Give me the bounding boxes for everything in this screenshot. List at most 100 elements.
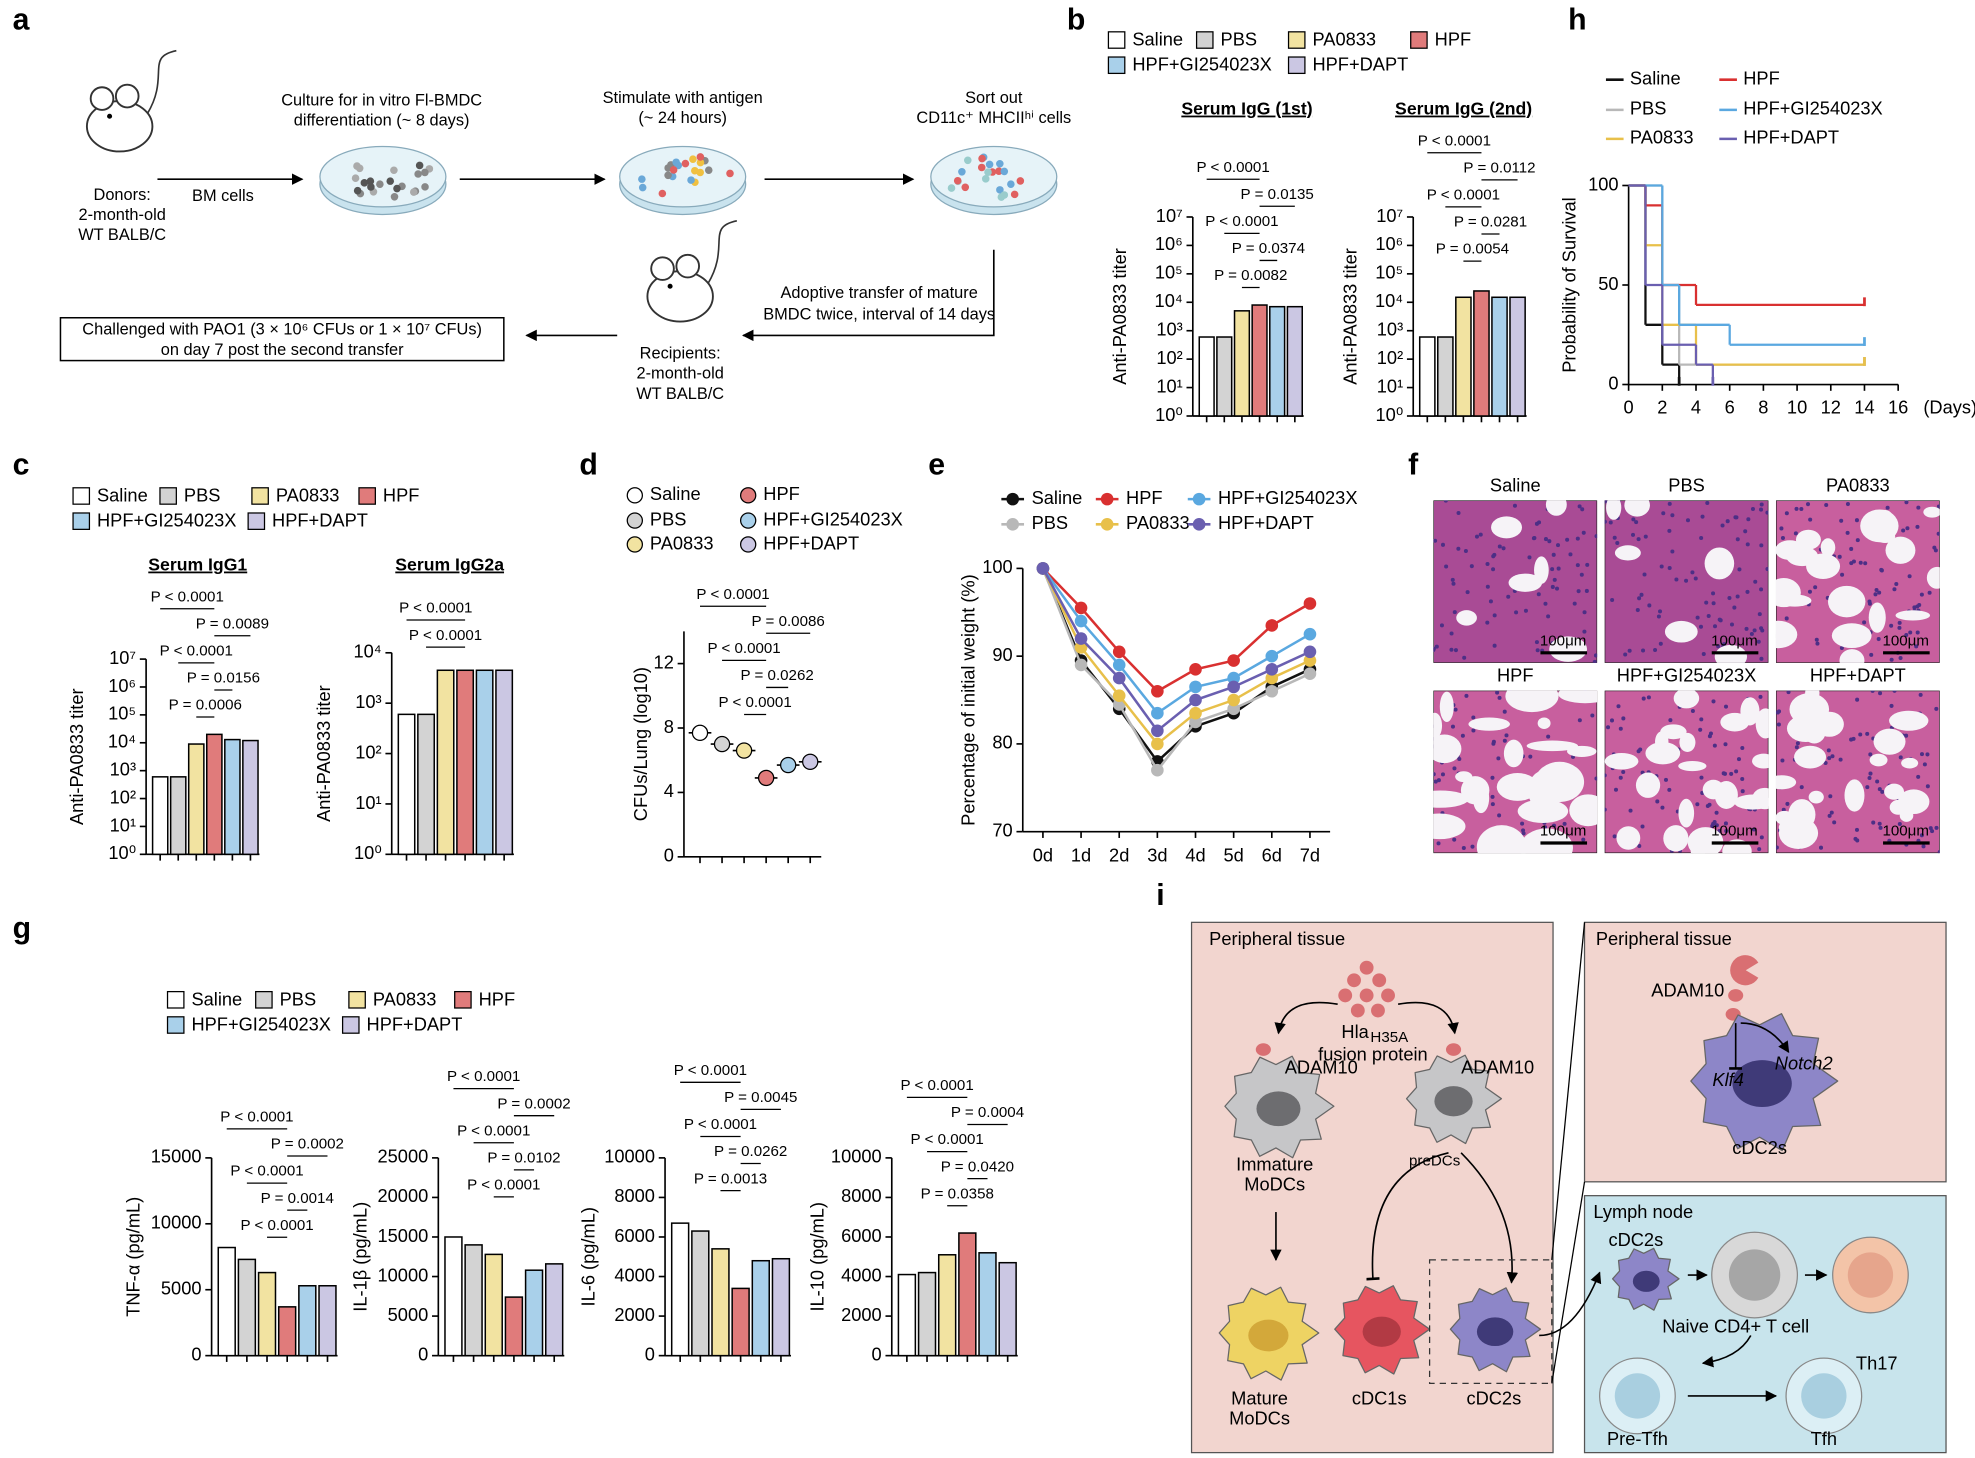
y-tick-label: 10³ — [1377, 319, 1403, 340]
legend-swatch — [1100, 492, 1114, 506]
p-value: P < 0.0001 — [399, 600, 472, 617]
nucleus — [1714, 823, 1719, 828]
cell-dot — [672, 158, 680, 167]
legend-swatch — [1192, 492, 1206, 506]
label: ADAM10 — [1285, 1056, 1358, 1077]
y-axis-title: IL-1β (pg/mL) — [349, 1202, 370, 1312]
label: Notch2 — [1775, 1053, 1833, 1074]
nucleus — [1855, 697, 1860, 702]
cell-dot — [367, 183, 375, 191]
alveolus — [1606, 500, 1622, 520]
nucleus — [1858, 560, 1863, 565]
y-tick-label: 10⁵ — [1155, 262, 1183, 283]
nucleus — [1705, 500, 1710, 505]
label: Mature — [1231, 1388, 1288, 1409]
nucleus — [1552, 823, 1557, 828]
y-axis-title: CFUs/Lung (log10) — [630, 667, 651, 821]
nucleus — [1647, 603, 1652, 608]
nucleus — [1877, 787, 1882, 792]
dot — [691, 724, 709, 742]
y-tick-label: 8000 — [841, 1185, 882, 1206]
legend-swatch — [72, 512, 91, 530]
nucleus — [1693, 576, 1698, 581]
nucleus — [1740, 745, 1745, 751]
bar — [444, 1236, 463, 1357]
histology-image — [1604, 500, 1769, 663]
nucleus — [1779, 526, 1784, 531]
x-tick-label: 3d — [1147, 845, 1167, 866]
nucleus — [1451, 581, 1456, 586]
nucleus — [1867, 599, 1872, 604]
point — [1151, 684, 1164, 698]
cell-dot — [390, 166, 398, 175]
alveolus — [1808, 790, 1824, 804]
step-text: 2-month-old — [79, 206, 166, 224]
box-title: Lymph node — [1593, 1201, 1693, 1222]
x-tick-label: 7d — [1300, 845, 1320, 866]
cell-dot — [704, 166, 713, 174]
bar — [1491, 296, 1508, 417]
nucleus — [1727, 596, 1732, 601]
nucleus — [1663, 777, 1668, 782]
mouse-ear — [675, 253, 701, 279]
point — [1227, 693, 1240, 707]
step-text: on day 7 post the second transfer — [161, 341, 404, 359]
nucleus — [1845, 530, 1850, 535]
nucleus — [1873, 592, 1878, 597]
nucleus — [1504, 733, 1509, 738]
p-value: P < 0.0001 — [684, 1116, 757, 1133]
protein — [1381, 988, 1395, 1003]
nucleus — [1807, 589, 1812, 594]
dot — [779, 756, 797, 774]
nucleus — [1749, 631, 1754, 636]
alveolus — [1508, 573, 1543, 592]
y-tick-label: 10⁵ — [1375, 262, 1403, 283]
y-tick-label: 4 — [664, 780, 674, 801]
nucleus — [1658, 641, 1663, 646]
point — [1189, 693, 1202, 707]
alveolus — [1534, 556, 1549, 584]
x-tick-label: 5d — [1223, 845, 1243, 866]
nucleus — [1514, 610, 1519, 615]
nucleus — [1630, 532, 1636, 537]
nucleus — [1638, 747, 1643, 752]
legend-label: PBS — [1630, 98, 1667, 119]
nucleus — [1735, 537, 1740, 542]
alveolus — [1839, 649, 1865, 663]
nucleus — [1722, 771, 1728, 776]
nucleus — [1582, 610, 1587, 615]
legend-label: HPF — [1126, 487, 1163, 508]
label: fusion protein — [1318, 1044, 1428, 1065]
legend-swatch — [1410, 31, 1428, 49]
cell-dot — [390, 193, 399, 201]
mouse-tail — [707, 219, 738, 285]
cell-dot — [953, 176, 962, 185]
nucleus — [1707, 734, 1712, 739]
bar — [237, 1258, 257, 1357]
p-value: P < 0.0001 — [447, 1068, 520, 1085]
alveolus — [1433, 734, 1462, 764]
y-tick-label: 10³ — [355, 691, 381, 712]
nucleus — [1501, 546, 1506, 551]
nucleus — [1631, 517, 1636, 522]
bar — [504, 1296, 524, 1357]
legend-label: PBS — [1032, 512, 1069, 533]
bar — [544, 1263, 564, 1357]
dot — [757, 769, 775, 787]
y-tick-label: 15000 — [151, 1146, 202, 1167]
dish — [319, 145, 447, 208]
y-tick-label: 10⁰ — [354, 842, 382, 863]
y-tick-label: 5000 — [161, 1278, 202, 1299]
nucleus — [1594, 776, 1598, 781]
protein — [1350, 1003, 1365, 1018]
nucleus — [1858, 732, 1863, 737]
nucleus — [1618, 775, 1623, 780]
nucleus — [1725, 519, 1730, 524]
nucleus — [1805, 502, 1811, 507]
alveolus — [1679, 732, 1696, 753]
y-tick-label: 10000 — [831, 1146, 882, 1167]
legend-swatch — [159, 487, 177, 505]
y-tick-label: 0 — [664, 845, 674, 866]
step-text: 2-month-old — [637, 365, 724, 383]
nucleus — [1478, 532, 1483, 537]
